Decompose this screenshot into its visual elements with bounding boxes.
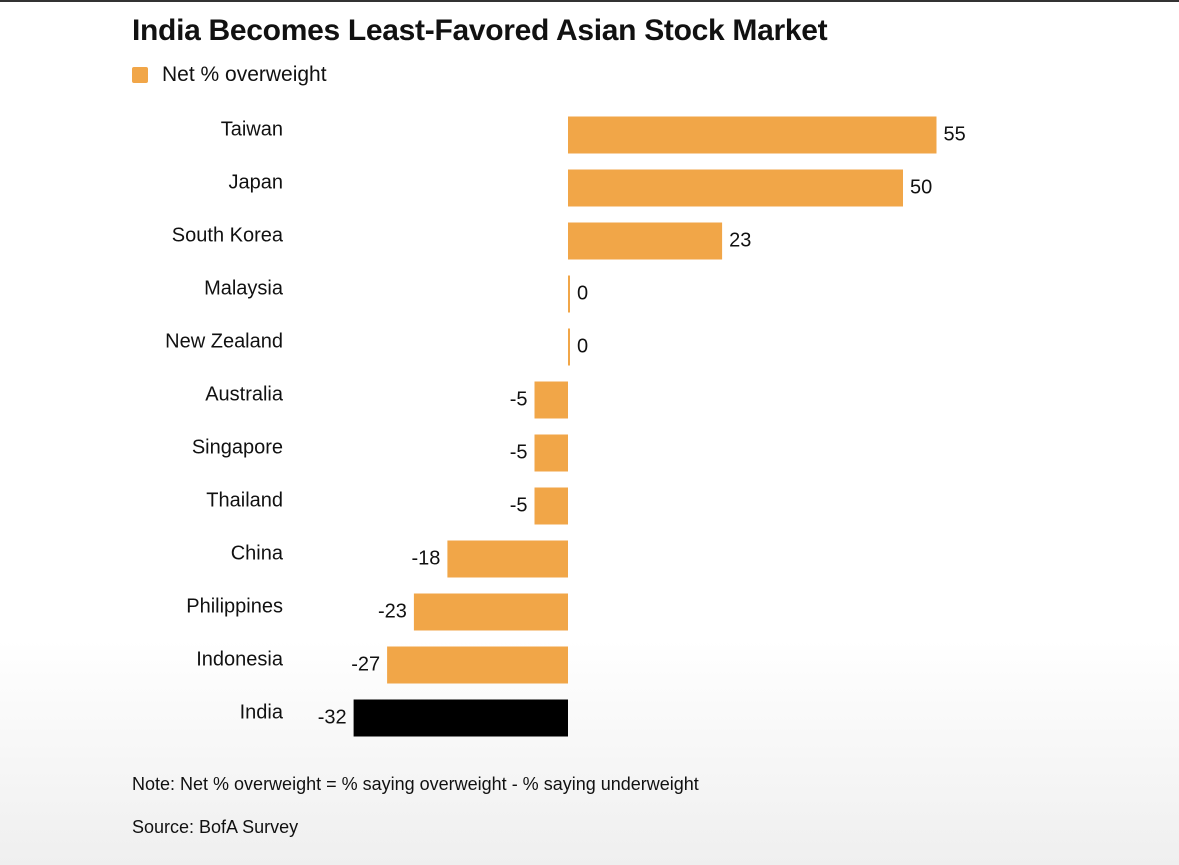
value-label-singapore: -5 xyxy=(510,441,528,463)
value-label-thailand: -5 xyxy=(510,494,528,516)
category-label-thailand: Thailand xyxy=(206,489,283,511)
value-label-new-zealand: 0 xyxy=(577,335,588,357)
top-rule xyxy=(0,0,1179,2)
value-label-japan: 50 xyxy=(910,176,932,198)
category-label-philippines: Philippines xyxy=(186,595,283,617)
value-label-indonesia: -27 xyxy=(351,653,380,675)
value-label-australia: -5 xyxy=(510,388,528,410)
value-label-taiwan: 55 xyxy=(944,123,966,145)
value-label-south-korea: 23 xyxy=(729,229,751,251)
bar-china xyxy=(447,540,568,578)
bar-indonesia xyxy=(387,646,568,684)
value-label-china: -18 xyxy=(411,547,440,569)
legend-label: Net % overweight xyxy=(162,63,327,86)
category-label-new-zealand: New Zealand xyxy=(165,330,283,352)
category-label-india: India xyxy=(240,701,284,723)
bar-chart: Taiwan 55 Japan 50 South Korea 23 Malaysia 0 New… xyxy=(165,116,966,737)
bar-thailand xyxy=(534,487,568,525)
bar-singapore xyxy=(534,434,568,472)
category-label-taiwan: Taiwan xyxy=(221,118,283,140)
bar-taiwan xyxy=(568,116,937,154)
category-label-indonesia: Indonesia xyxy=(196,648,284,670)
chart-source: Source: BofA Survey xyxy=(132,817,299,837)
value-label-philippines: -23 xyxy=(378,600,407,622)
value-label-india: -32 xyxy=(318,706,347,728)
bar-south-korea xyxy=(568,222,723,260)
category-label-malaysia: Malaysia xyxy=(204,277,284,299)
bar-philippines xyxy=(413,593,568,631)
chart-title: India Becomes Least-Favored Asian Stock … xyxy=(132,14,828,47)
bar-japan xyxy=(568,169,903,207)
bar-india xyxy=(353,699,568,737)
category-label-japan: Japan xyxy=(229,171,284,193)
bar-australia xyxy=(534,381,568,419)
legend: Net % overweight xyxy=(132,63,327,87)
bar-malaysia xyxy=(568,275,570,313)
category-label-south-korea: South Korea xyxy=(172,224,284,246)
legend-swatch xyxy=(132,67,148,83)
chart-note: Note: Net % overweight = % saying overwe… xyxy=(132,774,699,794)
bar-new-zealand xyxy=(568,328,570,366)
category-label-australia: Australia xyxy=(205,383,284,405)
value-label-malaysia: 0 xyxy=(577,282,588,304)
category-label-china: China xyxy=(231,542,284,564)
category-label-singapore: Singapore xyxy=(192,436,283,458)
